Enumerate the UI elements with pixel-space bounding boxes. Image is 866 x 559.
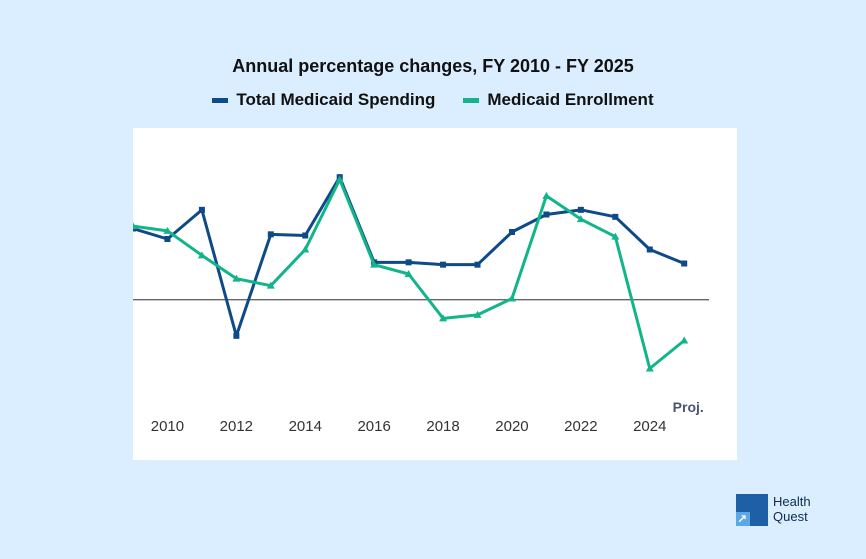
data-point-spending-2018 <box>440 261 447 268</box>
data-point-spending-2023 <box>612 213 619 220</box>
data-point-spending-2014 <box>302 232 309 239</box>
data-point-spending-2012 <box>233 332 240 339</box>
legend-swatch-enrollment <box>463 97 480 103</box>
line-chart: 2010 2012 2014 2016 2018 2020 2022 2024 Proj. <box>129 174 709 435</box>
legend-swatch-spending <box>212 97 229 103</box>
data-point-enrollment-2013 <box>266 281 275 289</box>
legend-item-enrollment: Medicaid Enrollment <box>463 90 654 110</box>
x-tick-label-2016: 2016 <box>357 418 390 435</box>
projection-annotation: Proj. <box>673 399 704 415</box>
data-point-enrollment-2015 <box>335 175 344 183</box>
brand-text: Health Quest <box>773 494 811 524</box>
data-point-enrollment-2012 <box>232 274 241 282</box>
data-point-enrollment-2025 <box>680 336 689 344</box>
data-point-spending-2017 <box>405 259 412 266</box>
brand-line2: Quest <box>773 509 808 524</box>
arrow-icon: ↗ <box>736 512 750 526</box>
data-point-spending-2013 <box>267 231 274 238</box>
chart-title: Annual percentage changes, FY 2010 - FY … <box>232 56 634 76</box>
plot-area: 2010 2012 2014 2016 2018 2020 2022 2024 Proj. <box>129 128 737 460</box>
data-point-spending-2010 <box>164 236 171 242</box>
brand-line1: Health <box>773 494 811 509</box>
brand-logo: ↗ Health Quest <box>736 494 811 526</box>
legend-label-enrollment: Medicaid Enrollment <box>487 90 654 109</box>
x-tick-label-2022: 2022 <box>564 418 597 435</box>
x-tick-label-2020: 2020 <box>495 418 528 435</box>
data-point-enrollment-2024 <box>645 364 654 372</box>
data-point-enrollment-2022 <box>576 215 585 223</box>
data-point-enrollment-2019 <box>473 310 482 318</box>
data-point-spending-2019 <box>474 261 481 268</box>
x-tick-label-2012: 2012 <box>220 418 253 435</box>
data-point-enrollment-2014 <box>301 245 310 253</box>
data-point-spending-2020 <box>508 229 515 235</box>
data-point-spending-2022 <box>577 206 584 213</box>
data-point-enrollment-2017 <box>404 270 413 277</box>
x-tick-label-2018: 2018 <box>426 418 459 435</box>
data-point-enrollment-2011 <box>197 251 206 259</box>
data-point-enrollment-2023 <box>611 232 620 240</box>
x-tick-label-2010: 2010 <box>151 418 184 435</box>
data-point-enrollment-2020 <box>507 294 516 302</box>
data-point-spending-2024 <box>646 246 653 253</box>
data-point-enrollment-2018 <box>439 314 448 322</box>
x-tick-label-2014: 2014 <box>289 418 322 435</box>
series-line-0 <box>132 175 685 338</box>
legend-item-spending: Total Medicaid Spending <box>212 90 435 110</box>
brand-mark: ↗ <box>736 494 768 526</box>
data-point-spending-2021 <box>543 211 550 218</box>
data-point-spending-2025 <box>681 260 688 267</box>
data-point-enrollment-2021 <box>542 191 551 199</box>
data-point-enrollment-2016 <box>370 260 379 268</box>
x-tick-label-2024: 2024 <box>633 418 666 435</box>
data-point-enrollment-2010 <box>163 226 172 234</box>
chart-legend: Total Medicaid Spending Medicaid Enrollm… <box>0 90 866 110</box>
legend-label-spending: Total Medicaid Spending <box>236 90 436 109</box>
data-point-spending-2011 <box>198 206 205 213</box>
